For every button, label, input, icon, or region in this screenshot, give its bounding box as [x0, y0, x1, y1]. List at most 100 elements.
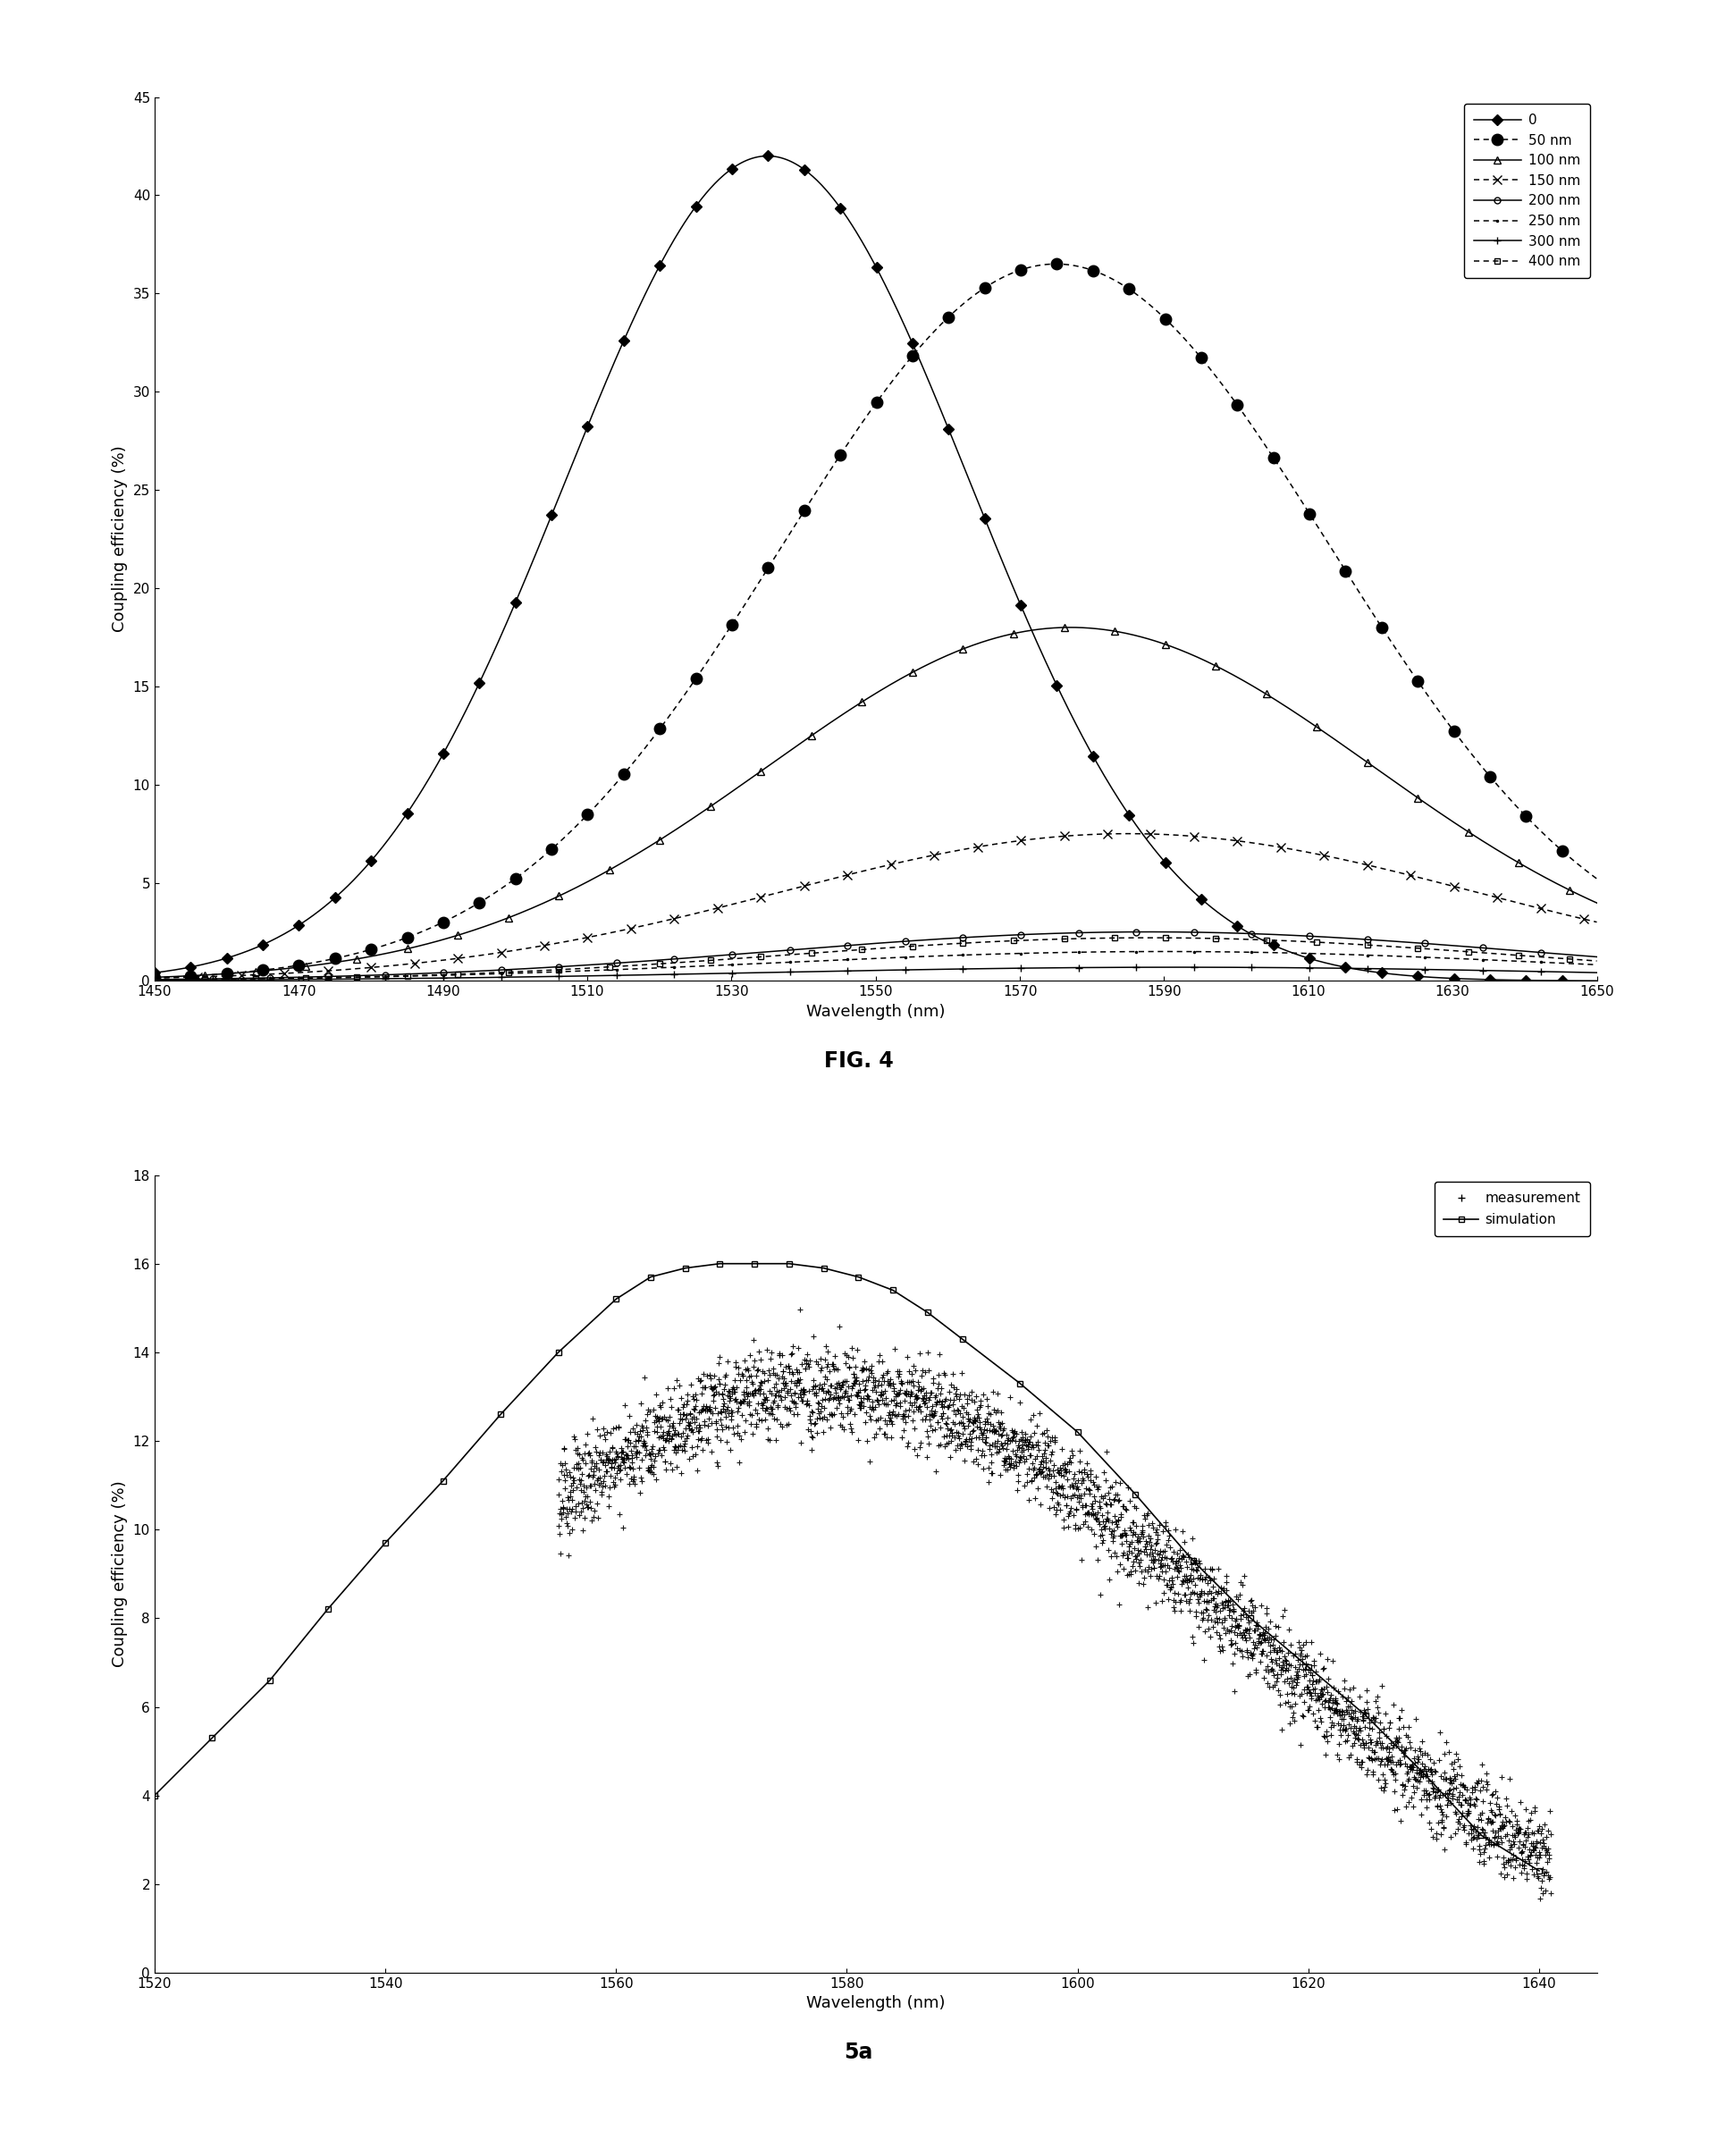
measurement: [790, 1296, 810, 1322]
simulation: [1125, 1481, 1145, 1507]
150 nm: [1118, 821, 1138, 847]
50 nm: [1587, 867, 1607, 893]
50 nm: [1046, 250, 1066, 276]
simulation: [917, 1300, 937, 1326]
0: [728, 151, 749, 177]
Line: measurement: measurement: [556, 1307, 1554, 1902]
simulation: [374, 1531, 395, 1557]
100 nm: [1587, 890, 1607, 916]
200 nm: [144, 966, 165, 992]
200 nm: [1587, 944, 1607, 970]
simulation: [743, 1250, 764, 1276]
150 nm: [1271, 834, 1291, 860]
400 nm: [1138, 925, 1159, 951]
150 nm: [1587, 910, 1607, 936]
simulation: [1356, 1703, 1377, 1729]
300 nm: [144, 968, 165, 994]
simulation: [883, 1276, 903, 1302]
simulation: [1528, 1858, 1549, 1884]
150 nm: [1296, 839, 1317, 865]
0: [1271, 936, 1291, 962]
300 nm: [780, 959, 800, 985]
150 nm: [780, 877, 800, 903]
300 nm: [292, 966, 312, 992]
400 nm: [728, 946, 749, 972]
400 nm: [292, 966, 312, 992]
measurement: [661, 1395, 682, 1421]
simulation: [848, 1263, 869, 1289]
150 nm: [292, 959, 312, 985]
simulation: [780, 1250, 800, 1276]
simulation: [548, 1339, 568, 1365]
250 nm: [1587, 951, 1607, 977]
measurement: [1521, 1839, 1542, 1865]
Line: 50 nm: 50 nm: [149, 259, 1602, 983]
measurement: [548, 1514, 568, 1539]
50 nm: [292, 951, 312, 977]
50 nm: [780, 522, 800, 548]
simulation: [1298, 1654, 1319, 1680]
Y-axis label: Coupling efficiency (%): Coupling efficiency (%): [112, 446, 127, 632]
Line: 150 nm: 150 nm: [149, 830, 1602, 983]
250 nm: [1296, 940, 1317, 966]
measurement: [972, 1421, 992, 1447]
150 nm: [144, 966, 165, 992]
Line: 250 nm: 250 nm: [153, 949, 1599, 981]
400 nm: [1587, 949, 1607, 975]
Line: 300 nm: 300 nm: [151, 964, 1600, 983]
300 nm: [1296, 955, 1317, 981]
0: [144, 959, 165, 985]
simulation: [144, 1783, 165, 1809]
200 nm: [1135, 918, 1156, 944]
300 nm: [1135, 955, 1156, 981]
measurement: [1530, 1884, 1550, 1910]
300 nm: [1168, 955, 1188, 981]
100 nm: [728, 774, 749, 800]
simulation: [814, 1255, 834, 1281]
simulation: [640, 1263, 661, 1289]
simulation: [1240, 1606, 1260, 1632]
250 nm: [728, 951, 749, 977]
simulation: [606, 1287, 627, 1313]
100 nm: [780, 737, 800, 763]
400 nm: [1296, 929, 1317, 955]
250 nm: [292, 966, 312, 992]
50 nm: [728, 604, 749, 630]
X-axis label: Wavelength (nm): Wavelength (nm): [807, 1005, 944, 1020]
X-axis label: Wavelength (nm): Wavelength (nm): [807, 1996, 944, 2012]
measurement: [719, 1438, 740, 1464]
400 nm: [1271, 927, 1291, 953]
400 nm: [144, 968, 165, 994]
250 nm: [1271, 940, 1291, 966]
300 nm: [1271, 955, 1291, 981]
measurement: [929, 1341, 950, 1367]
100 nm: [292, 953, 312, 979]
300 nm: [728, 959, 749, 985]
Text: 5a: 5a: [845, 2042, 872, 2063]
0: [757, 142, 778, 168]
0: [781, 149, 802, 175]
simulation: [203, 1725, 223, 1751]
100 nm: [144, 964, 165, 990]
150 nm: [728, 890, 749, 916]
50 nm: [1137, 289, 1157, 315]
200 nm: [1296, 923, 1317, 949]
50 nm: [1296, 496, 1317, 522]
200 nm: [728, 942, 749, 968]
Line: 100 nm: 100 nm: [151, 623, 1600, 981]
50 nm: [144, 966, 165, 992]
Line: simulation: simulation: [151, 1261, 1542, 1874]
simulation: [1068, 1419, 1089, 1445]
250 nm: [144, 966, 165, 992]
simulation: [709, 1250, 730, 1276]
Legend: measurement, simulation: measurement, simulation: [1434, 1181, 1590, 1235]
100 nm: [1271, 690, 1291, 716]
simulation: [1183, 1548, 1204, 1574]
200 nm: [780, 938, 800, 964]
0: [1296, 944, 1317, 970]
250 nm: [1154, 938, 1174, 964]
0: [292, 910, 312, 936]
150 nm: [1137, 821, 1157, 847]
Y-axis label: Coupling efficiency (%): Coupling efficiency (%): [112, 1481, 127, 1667]
300 nm: [1587, 959, 1607, 985]
